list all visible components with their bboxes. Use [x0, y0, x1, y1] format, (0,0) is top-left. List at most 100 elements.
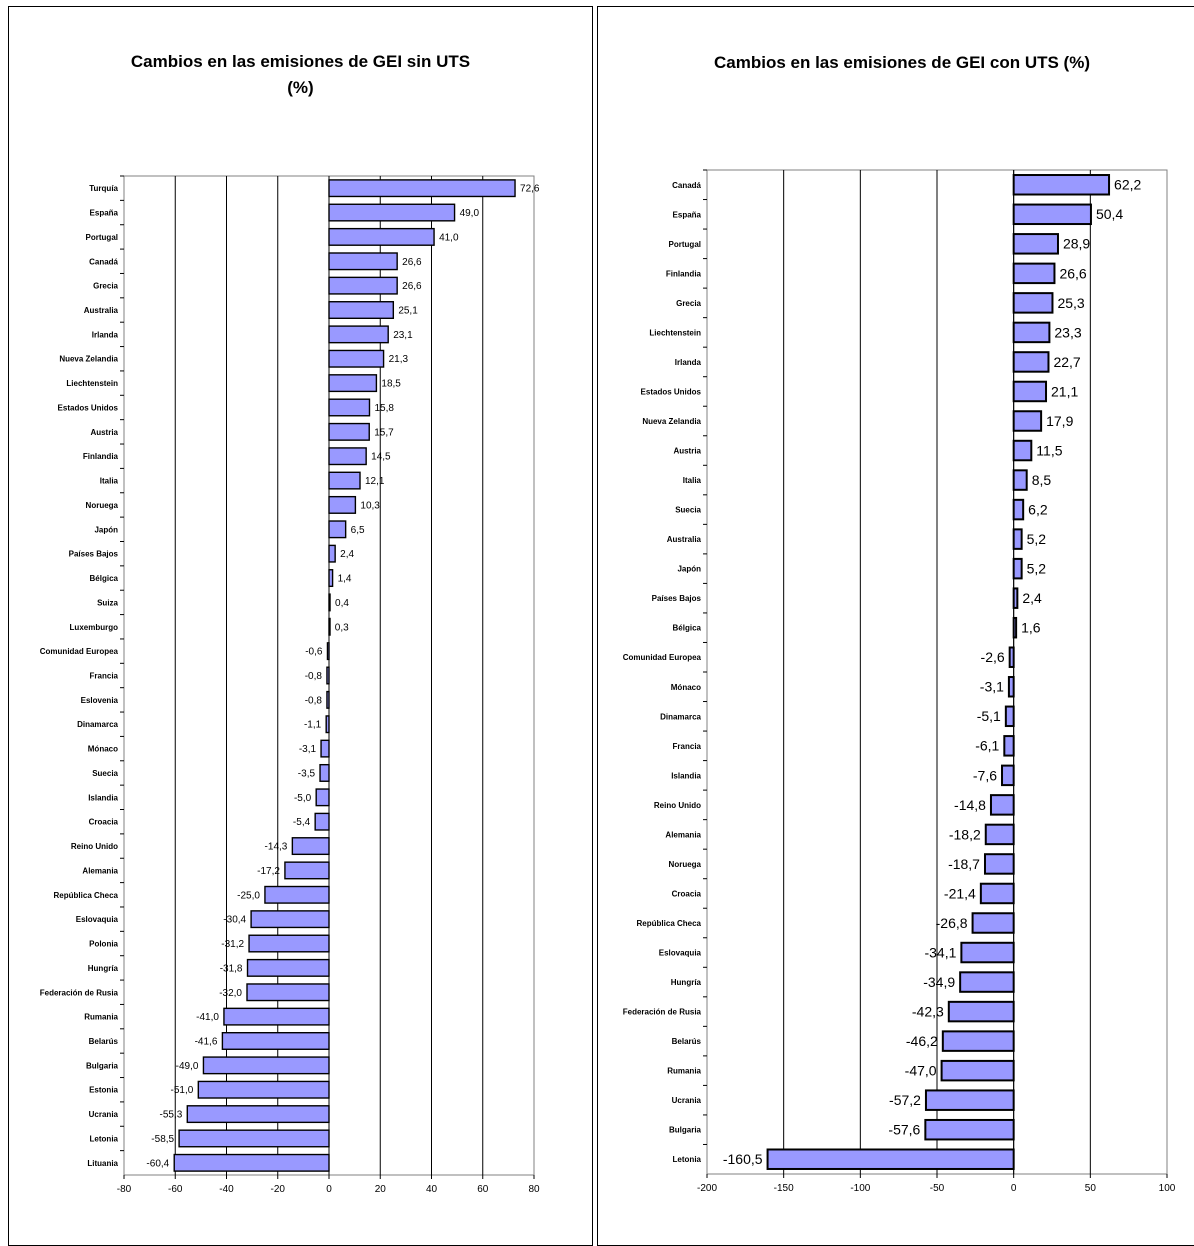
bar	[328, 179, 516, 198]
bar	[328, 349, 385, 368]
data-label: 72,6	[520, 184, 540, 195]
bar	[202, 1056, 330, 1075]
category-label: Países Bajos	[652, 594, 702, 603]
bar	[984, 823, 1015, 846]
bar	[328, 301, 395, 319]
data-label: -58,5	[151, 1134, 174, 1145]
bar	[246, 958, 330, 977]
bar-chart-right: -200 -150 -100 -50 0 50 100 Canadá 62,2 España 50,…	[623, 169, 1176, 1194]
chart-panel-right: Cambios en las emisiones de GEI con UTS …	[597, 6, 1194, 1246]
category-label: Hungría	[671, 978, 702, 987]
bar	[221, 1032, 330, 1050]
data-label: 2,4	[340, 549, 354, 560]
bar	[1012, 498, 1025, 521]
bar-chart-left: -80 -60 -40 -20 0 20 40 60 80 Turquía 72,6 España 49…	[40, 175, 540, 1195]
category-label: Estados Unidos	[641, 387, 702, 396]
data-label: 11,5	[1036, 442, 1062, 458]
bar	[250, 910, 330, 929]
category-label: Finlandia	[666, 269, 702, 278]
category-label: Mónaco	[88, 745, 118, 754]
bar	[328, 203, 456, 222]
data-label: -46,2	[906, 1033, 938, 1049]
bar	[1008, 646, 1015, 668]
category-label: Letonia	[90, 1134, 119, 1143]
category-label: Suiza	[97, 598, 118, 607]
category-label: Mónaco	[671, 683, 701, 692]
data-label: -0,8	[305, 671, 323, 682]
data-label: -57,6	[888, 1122, 920, 1138]
data-label: -5,1	[977, 708, 1001, 724]
data-label: 1,6	[1021, 620, 1041, 636]
x-tick-label: -80	[117, 1184, 132, 1195]
category-label: Suecia	[92, 769, 118, 778]
bar	[947, 1000, 1015, 1023]
bar	[1012, 410, 1043, 432]
data-label: 62,2	[1114, 177, 1141, 193]
bar	[173, 1153, 330, 1172]
category-label: Liechtenstein	[649, 328, 701, 337]
x-tick-label: -100	[850, 1183, 870, 1194]
bar	[320, 739, 330, 758]
data-label: -30,4	[223, 915, 246, 926]
data-label: -31,8	[220, 963, 243, 974]
data-label: 26,6	[402, 281, 422, 292]
category-label: Lituania	[87, 1159, 118, 1168]
bar	[186, 1105, 330, 1124]
category-label: Rumania	[667, 1067, 701, 1076]
bar	[1012, 351, 1050, 373]
bar	[197, 1080, 330, 1099]
x-tick-label: 80	[528, 1184, 540, 1195]
data-label: -51,0	[171, 1085, 194, 1096]
category-label: Irlanda	[92, 330, 119, 339]
data-label: 0,4	[335, 598, 349, 609]
bar	[960, 941, 1015, 964]
category-label: Comunidad Europea	[623, 653, 702, 662]
data-label: -2,6	[981, 649, 1005, 665]
bar	[1012, 233, 1059, 255]
data-label: -21,4	[944, 885, 976, 901]
bar	[264, 885, 330, 904]
bar	[1012, 469, 1028, 491]
bar	[328, 447, 367, 466]
x-tick-label: -40	[219, 1184, 234, 1195]
x-tick-label: -200	[697, 1183, 717, 1194]
category-label: Federación de Rusia	[623, 1008, 702, 1017]
data-label: 17,9	[1046, 413, 1073, 429]
data-label: -1,1	[304, 720, 322, 731]
data-label: -6,1	[975, 738, 999, 754]
data-label: -0,8	[305, 695, 323, 706]
data-label: -41,6	[195, 1036, 218, 1047]
data-label: -60,4	[146, 1158, 169, 1169]
bar	[223, 1007, 330, 1026]
data-label: -26,8	[936, 915, 968, 931]
category-label: Islandia	[88, 793, 118, 802]
bar	[248, 934, 330, 953]
bar	[1001, 764, 1015, 787]
bar	[328, 520, 347, 539]
bar	[1012, 321, 1051, 344]
category-label: Francia	[673, 742, 702, 751]
category-label: Federación de Rusia	[40, 988, 119, 997]
category-label: Austria	[90, 428, 118, 437]
category-label: España	[90, 209, 119, 218]
bar	[328, 569, 334, 588]
category-label: Nueva Zelandia	[59, 355, 118, 364]
category-label: Noruega	[86, 501, 119, 510]
bar	[1012, 174, 1111, 196]
bar	[1012, 528, 1023, 550]
data-label: 12,1	[365, 476, 385, 487]
category-label: Países Bajos	[69, 550, 119, 559]
bar	[328, 374, 378, 393]
data-label: 1,4	[338, 574, 352, 585]
data-label: 26,6	[402, 257, 422, 268]
category-label: Islandia	[671, 771, 701, 780]
data-label: 50,4	[1096, 206, 1123, 222]
x-tick-label: 0	[326, 1184, 332, 1195]
data-label: 15,8	[374, 403, 394, 414]
bar	[328, 544, 336, 563]
x-tick-label: 0	[1011, 1183, 1017, 1194]
category-label: Luxemburgo	[70, 623, 119, 632]
bar	[941, 1030, 1015, 1052]
category-label: Italia	[683, 476, 702, 485]
category-label: Eslovaquia	[76, 915, 119, 924]
